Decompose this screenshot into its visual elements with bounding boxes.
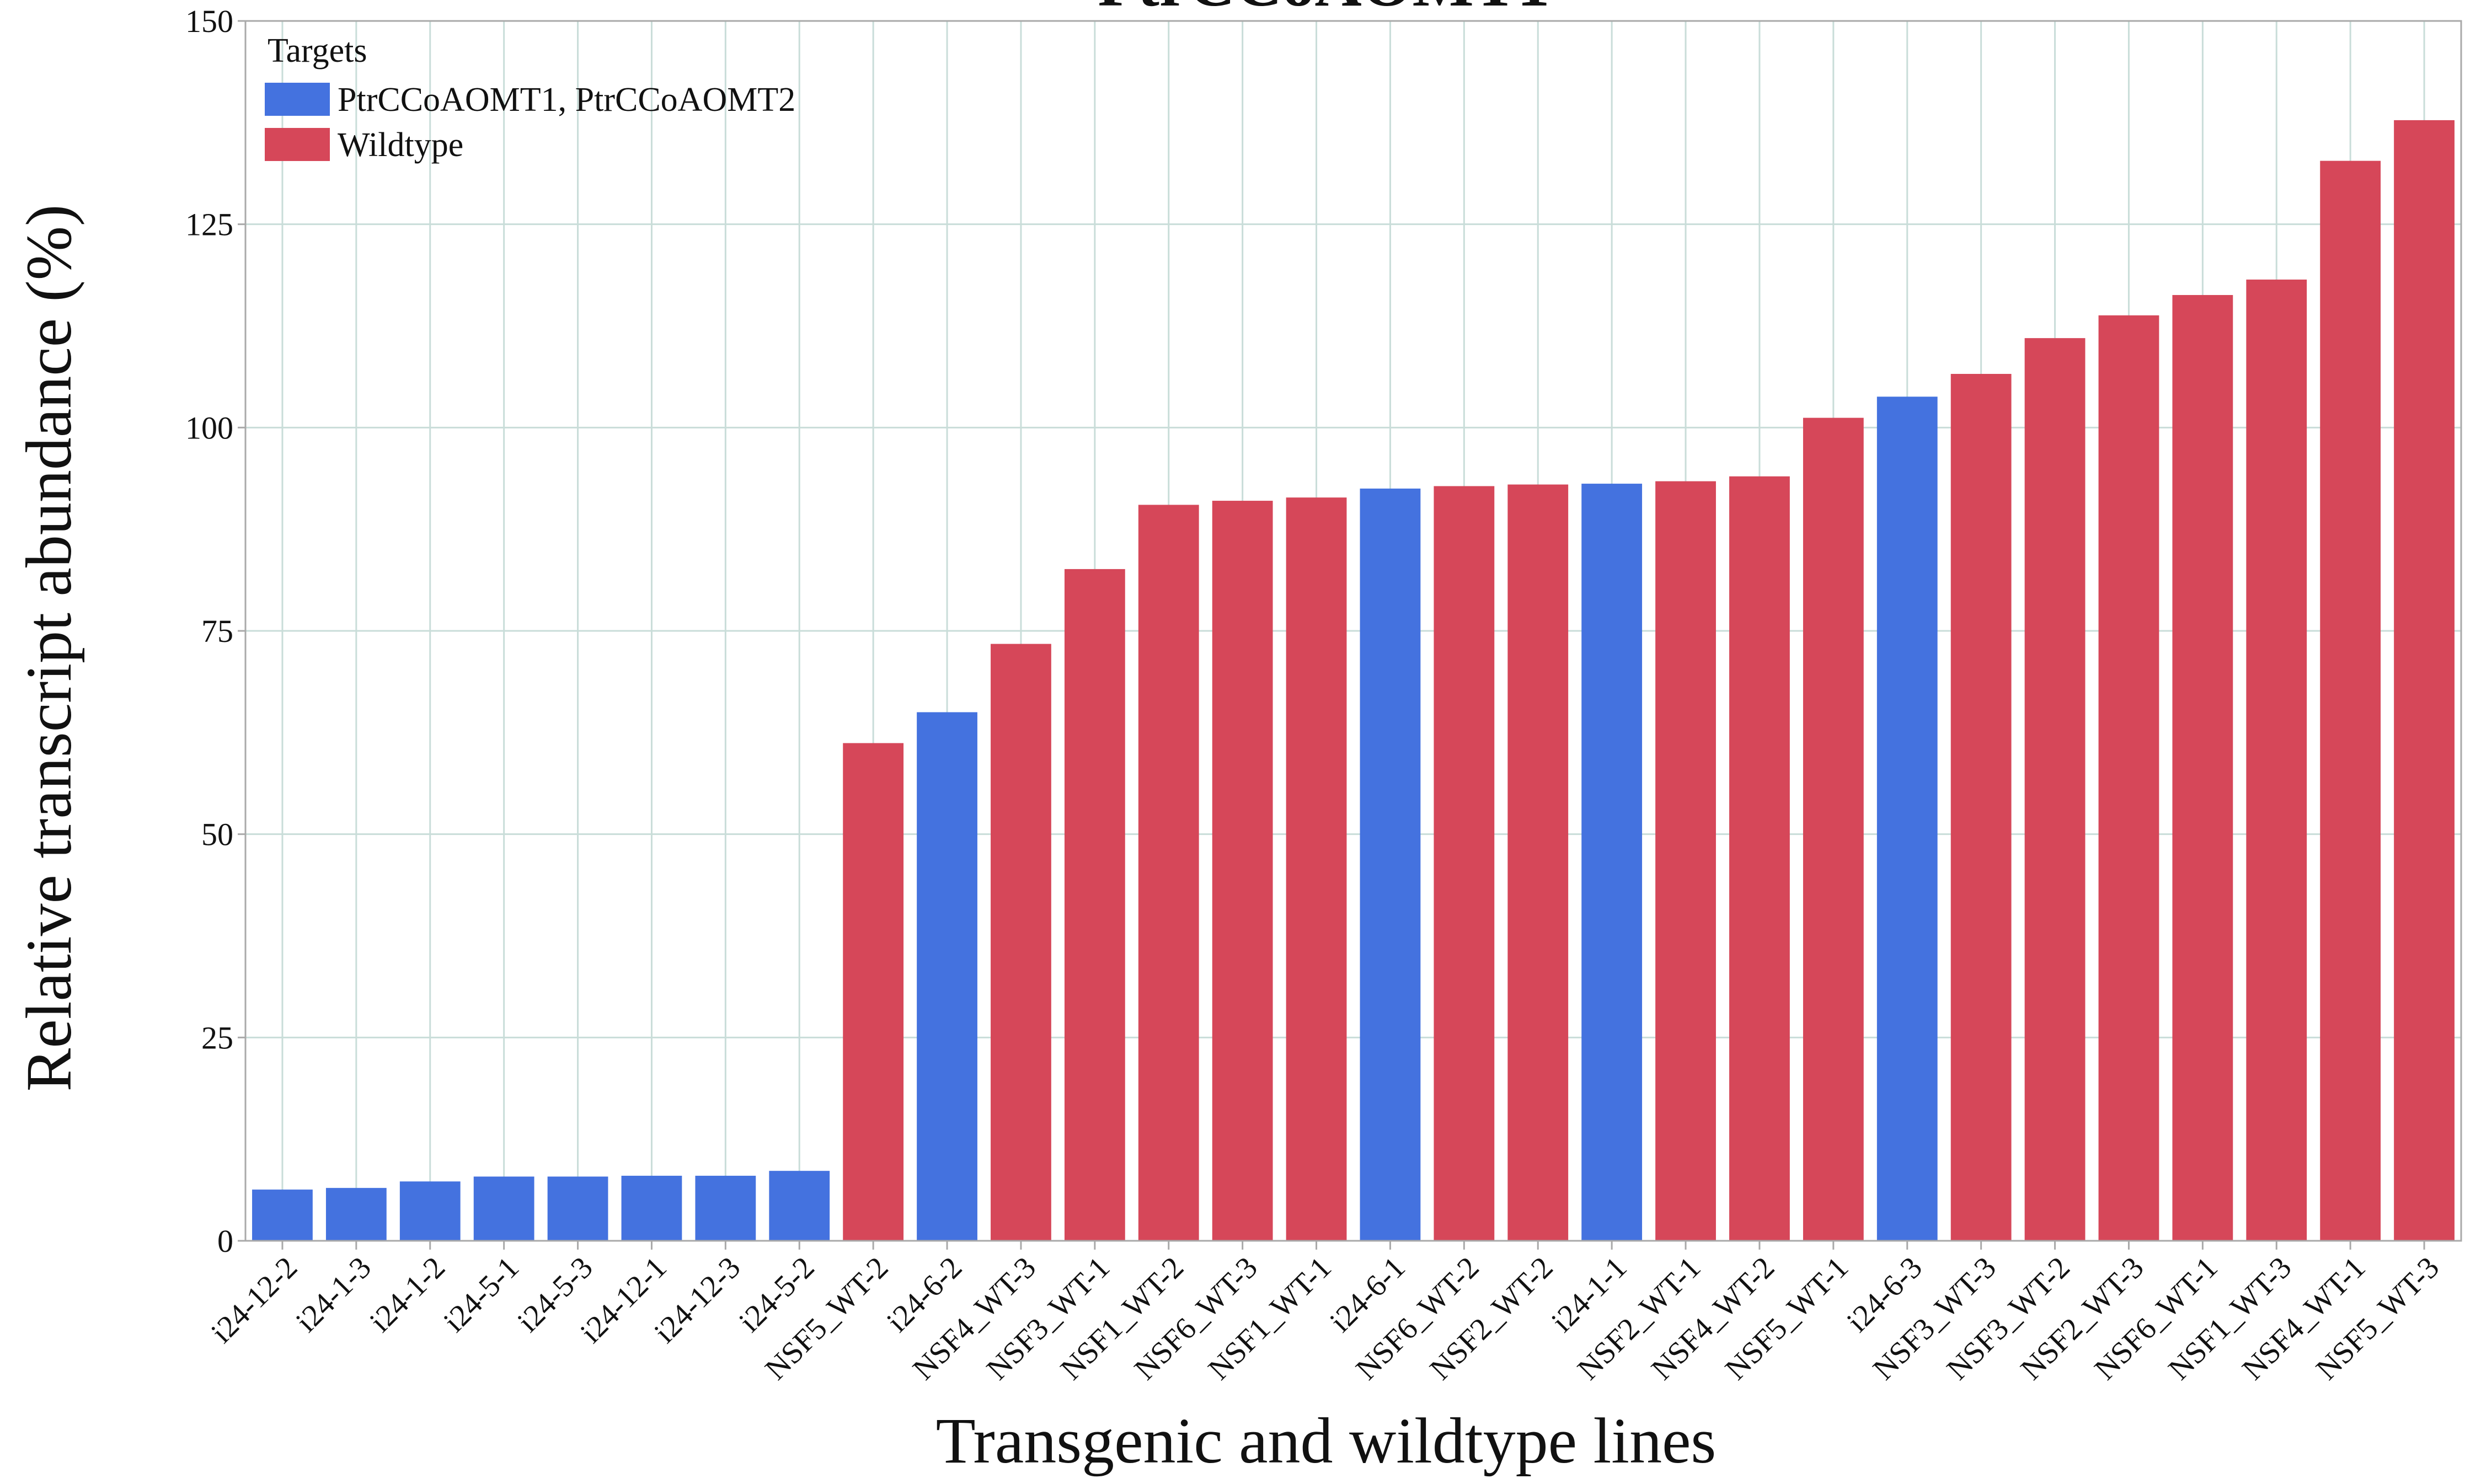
- bar: [1729, 476, 1790, 1241]
- bar: [325, 1188, 387, 1241]
- x-axis-title: Transgenic and wildtype lines: [936, 1405, 1717, 1477]
- chart-title: PtrCCoAOMT1: [1098, 0, 1549, 20]
- y-tick-label: 50: [201, 817, 233, 853]
- bar: [2024, 338, 2086, 1241]
- bar: [695, 1176, 756, 1241]
- bar: [1064, 569, 1125, 1241]
- bar: [1360, 488, 1421, 1241]
- bar: [2394, 120, 2455, 1241]
- y-tick-label: 25: [201, 1020, 233, 1056]
- y-tick-labels: 0 25 50 75 100 125 150: [185, 3, 233, 1259]
- x-tick-label: i24-1-2: [363, 1250, 452, 1338]
- bar: [473, 1176, 534, 1241]
- bar: [1876, 397, 1938, 1241]
- bars-layer: [252, 120, 2455, 1241]
- y-tick-label: 0: [217, 1223, 233, 1259]
- legend-label-wildtype: Wildtype: [338, 126, 463, 164]
- legend: Targets PtrCCoAOMT1, PtrCCoAOMT2 Wildtyp…: [265, 32, 795, 164]
- bar: [1581, 484, 1643, 1241]
- bar: [621, 1176, 682, 1241]
- y-tick-label: 125: [185, 207, 233, 243]
- bar: [252, 1190, 313, 1241]
- y-tick-label: 100: [185, 410, 233, 446]
- bar: [2246, 279, 2307, 1241]
- bar: [1434, 486, 1495, 1241]
- bar: [843, 743, 904, 1241]
- legend-swatch-targets: [265, 83, 330, 116]
- bar: [547, 1176, 608, 1241]
- x-tick-label: i24-5-1: [437, 1250, 525, 1338]
- bar: [1507, 484, 1569, 1241]
- x-tick-labels: i24-12-2i24-1-3i24-1-2i24-5-1i24-5-3i24-…: [205, 1250, 2446, 1386]
- y-tick-label: 75: [201, 613, 233, 649]
- bar: [1950, 374, 2012, 1241]
- bar: [2172, 294, 2233, 1241]
- y-axis-title: Relative transcript abundance (%): [13, 205, 85, 1092]
- bar: [917, 712, 977, 1241]
- x-tick-label: i24-1-3: [290, 1250, 378, 1338]
- bar: [1655, 481, 1716, 1241]
- bar: [2098, 315, 2159, 1241]
- bar: [1803, 417, 1864, 1241]
- axes-layer: [238, 20, 2462, 1250]
- bar: [769, 1171, 830, 1241]
- bar: [1286, 497, 1347, 1241]
- bar: [1212, 501, 1273, 1241]
- bar: [399, 1181, 461, 1241]
- x-tick-label: i24-12-2: [205, 1250, 304, 1349]
- bar: [991, 644, 1051, 1241]
- legend-title: Targets: [268, 32, 367, 69]
- legend-swatch-wildtype: [265, 128, 330, 161]
- legend-label-targets: PtrCCoAOMT1, PtrCCoAOMT2: [338, 81, 795, 119]
- y-tick-label: 150: [185, 3, 233, 39]
- bar: [2320, 160, 2381, 1241]
- bar: [1138, 505, 1199, 1241]
